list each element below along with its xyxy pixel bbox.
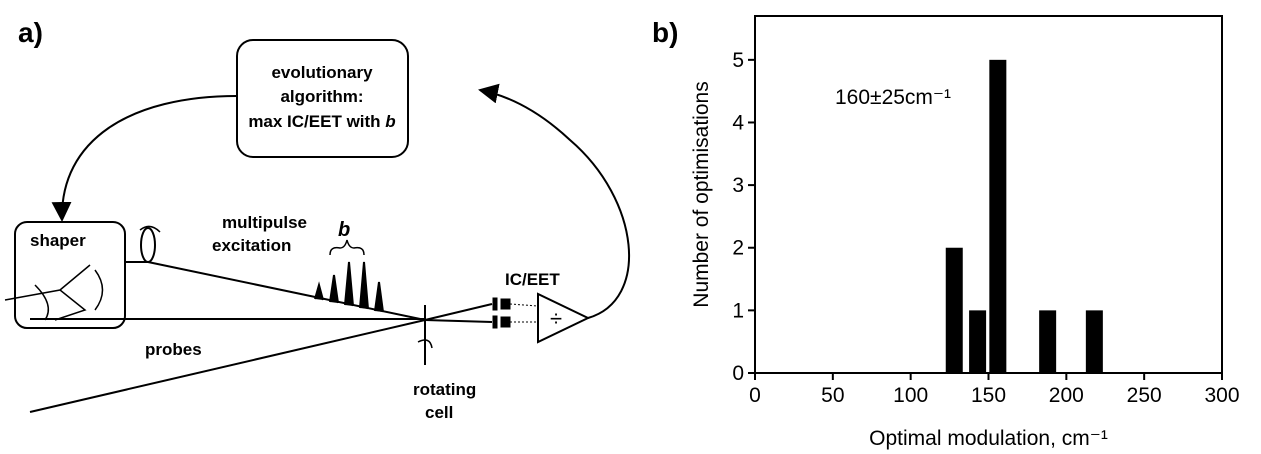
shaper-box	[14, 221, 126, 329]
probes-label: probes	[145, 340, 202, 359]
bar	[989, 59, 1007, 374]
annotation: 160±25cm⁻¹	[835, 86, 951, 109]
x-tick-label: 250	[1127, 384, 1162, 407]
rotation-mark	[417, 339, 433, 349]
modulator	[140, 227, 156, 263]
panel-label: a)	[18, 17, 43, 48]
x-tick-label: 200	[1049, 384, 1084, 407]
x-tick-label: 150	[971, 384, 1006, 407]
divider	[537, 292, 591, 344]
y-tick-label: 1	[732, 299, 744, 322]
detector-label: IC/EET	[505, 270, 560, 289]
feedback-arrow	[51, 95, 238, 222]
y-tick-label: 2	[732, 237, 744, 260]
pulses	[314, 261, 384, 313]
panel-label: b)	[652, 17, 678, 48]
box-italic: b	[385, 112, 395, 131]
x-tick-label: 100	[893, 384, 928, 407]
bar	[1039, 310, 1057, 373]
rotation-mark	[139, 225, 161, 233]
cell-label: cell	[425, 403, 453, 422]
chart: b) 0 50 100 150 200 250 300 0 1 2 3 4 5 160±25cm⁻¹ Opti…	[652, 15, 1240, 450]
y-tick-label: 0	[732, 362, 744, 385]
signal-beam	[424, 319, 493, 323]
signal-beam	[424, 303, 493, 321]
y-tick-label: 5	[732, 49, 744, 72]
x-tick-label: 0	[749, 384, 761, 407]
y-tick-label: 3	[732, 174, 744, 197]
feedback-arrow	[478, 83, 630, 319]
box-text: algorithm:	[280, 87, 363, 106]
bar	[1085, 310, 1103, 373]
brace	[329, 239, 365, 256]
detector	[492, 297, 498, 311]
box-text: max IC/EET with	[248, 112, 380, 131]
detector	[500, 298, 511, 310]
detector	[492, 315, 498, 329]
y-axis-label: Number of optimisations	[690, 81, 713, 307]
x-tick-label: 300	[1204, 384, 1239, 407]
bar	[945, 247, 963, 373]
cell-label: rotating	[413, 380, 476, 399]
excitation-label: excitation	[212, 236, 291, 255]
probe-beam	[29, 319, 426, 413]
algorithm-box	[236, 39, 409, 158]
box-text: max IC/EET with b	[248, 112, 395, 131]
setup-diagram: a) evolutionary algorithm: max IC/EET wi…	[4, 17, 630, 422]
signal-line	[509, 303, 539, 307]
shaper-optics	[4, 264, 104, 321]
pulse-label: b	[338, 219, 350, 241]
excitation-label: multipulse	[222, 213, 307, 232]
plot-frame	[754, 15, 1223, 374]
y-tick-label: 4	[732, 111, 744, 134]
bar	[969, 310, 987, 373]
detector	[500, 316, 511, 328]
box-text: evolutionary	[271, 63, 373, 82]
x-tick-label: 50	[821, 384, 844, 407]
shaper-label: shaper	[30, 231, 86, 250]
x-axis-label: Optimal modulation, cm⁻¹	[869, 427, 1108, 450]
divider-symbol: ÷	[550, 306, 562, 331]
